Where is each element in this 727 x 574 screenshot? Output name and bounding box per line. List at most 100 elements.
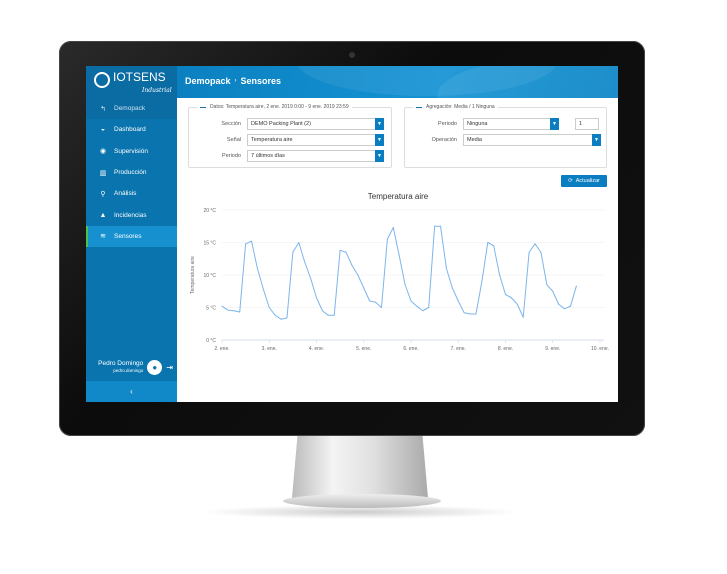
data-point	[528, 251, 530, 253]
breadcrumb-demopack[interactable]: Demopack	[185, 76, 231, 86]
chevron-down-icon[interactable]: ▼	[550, 118, 559, 130]
breadcrumb-sensores: Sensores	[240, 76, 282, 86]
chevron-down-icon[interactable]: ▼	[592, 134, 601, 146]
sidebar-item-label: Demopack	[114, 105, 146, 113]
data-point	[351, 264, 353, 266]
sidebar-item-dashboard[interactable]: ◒ Dashboard	[86, 119, 177, 140]
sidebar-item-label: Dashboard	[114, 126, 146, 134]
data-point	[280, 318, 282, 320]
seccion-select[interactable]: DEMO Packing Plant (2) ▼	[247, 118, 384, 130]
breadcrumb-separator: ›	[234, 78, 237, 84]
x-tick-label: 8. ene.	[498, 346, 513, 352]
chevron-down-icon[interactable]: ▼	[375, 134, 384, 146]
operacion-label: Operación	[431, 137, 457, 143]
sidebar-item-supervision[interactable]: ◉ Supervisión	[86, 141, 177, 162]
data-point	[558, 303, 560, 305]
sidebar-item-analisis[interactable]: ⚲ Análisis	[86, 183, 177, 204]
senal-label: Señal	[226, 137, 241, 143]
data-point	[469, 313, 471, 315]
periodo-value: 7 últimos días	[251, 153, 285, 159]
eye-icon: ◉	[99, 148, 107, 156]
sidebar-item-incidencias[interactable]: ▲ Incidencias	[86, 204, 177, 225]
app-screen: IOTSENS Industrial ↰ Demopack ◒ Dashboard ◉ S…	[86, 66, 618, 402]
data-point	[522, 316, 524, 318]
logo-text: IOTSENS	[113, 70, 166, 84]
chevron-down-icon[interactable]: ▼	[375, 150, 384, 162]
data-point	[505, 294, 506, 295]
data-point	[493, 245, 495, 247]
agg-periodo-select[interactable]: Ninguna ▼	[463, 118, 559, 130]
stand-shadow	[200, 505, 520, 519]
data-point	[227, 309, 229, 311]
data-point	[440, 225, 442, 227]
data-point	[375, 301, 377, 303]
data-point	[321, 310, 323, 312]
agg-count-value: 1	[579, 121, 583, 127]
data-point	[327, 314, 329, 316]
operacion-select[interactable]: Media ▼	[463, 134, 601, 146]
data-point	[481, 281, 483, 282]
sidebar-nav: ↰ Demopack ◒ Dashboard ◉ Supervisión ▥ Producci…	[86, 98, 177, 248]
sidebar-item-produccion[interactable]: ▥ Producción	[86, 162, 177, 183]
x-tick-label: 5. ene.	[356, 346, 371, 352]
data-point	[516, 303, 518, 305]
agg-periodo-value: Ninguna	[467, 121, 488, 127]
x-tick-label: 6. ene.	[403, 346, 418, 352]
refresh-button[interactable]: ⟳ Actualizar	[561, 175, 607, 187]
wifi-icon: ≋	[100, 233, 106, 241]
data-panel: Datos: Temperatura aire, 2 ene. 2019 0:0…	[188, 104, 392, 168]
agg-periodo-label: Periodo	[438, 121, 457, 127]
refresh-button-label: Actualizar	[575, 178, 600, 184]
data-point	[487, 242, 489, 243]
x-tick-label: 3. ene.	[262, 346, 277, 352]
periodo-select[interactable]: 7 últimos días ▼	[247, 150, 384, 162]
avatar[interactable]: ●	[147, 359, 163, 375]
y-tick-label: 10 °C	[203, 273, 216, 279]
data-point	[398, 255, 400, 256]
monitor-base	[283, 494, 441, 508]
data-point	[345, 251, 347, 253]
x-tick-label: 7. ene.	[451, 346, 466, 352]
data-point	[475, 313, 477, 315]
data-point	[457, 300, 459, 302]
sidebar-item-label: Supervisión	[114, 147, 148, 155]
data-point	[575, 285, 577, 287]
data-point	[404, 284, 406, 286]
data-point	[499, 274, 501, 276]
dashboard-gauge-icon: ◒	[100, 126, 106, 134]
data-point	[564, 308, 566, 310]
data-point	[428, 307, 430, 308]
aggregation-panel-legend[interactable]: Agregación: Media / 1 Ninguna	[413, 104, 498, 111]
data-point	[274, 314, 276, 316]
data-point	[434, 225, 436, 227]
data-point	[363, 287, 365, 289]
bar-chart-icon: ▥	[99, 169, 107, 177]
sidebar-item-sensores[interactable]: ≋ Sensores	[86, 225, 177, 248]
logo-subtitle: Industrial	[142, 87, 172, 94]
data-point	[239, 311, 241, 313]
data-point	[540, 251, 542, 253]
aggregation-panel: Agregación: Media / 1 Ninguna Periodo Ni…	[404, 104, 607, 168]
sidebar: IOTSENS Industrial ↰ Demopack ◒ Dashboard ◉ S…	[86, 66, 177, 402]
periodo-label: Periodo	[222, 153, 241, 159]
logout-icon[interactable]: ⇥	[166, 362, 173, 372]
chevron-down-icon[interactable]: ▼	[375, 118, 384, 130]
senal-select[interactable]: Temperatura aire ▼	[247, 134, 384, 146]
logo[interactable]: IOTSENS Industrial	[86, 66, 177, 98]
sidebar-item-demopack[interactable]: ↰ Demopack	[86, 98, 177, 120]
warning-icon: ▲	[99, 211, 107, 219]
data-point	[552, 290, 554, 292]
collapse-sidebar-button[interactable]: ‹	[86, 381, 177, 402]
collapse-minus-icon[interactable]	[416, 106, 422, 109]
data-point	[386, 238, 388, 240]
data-point	[221, 305, 223, 307]
y-axis-label: Temperatura aire	[190, 256, 196, 294]
agg-count-input[interactable]: 1	[575, 118, 599, 130]
data-panel-legend[interactable]: Datos: Temperatura aire, 2 ene. 2019 0:0…	[197, 104, 352, 111]
collapse-minus-icon[interactable]	[200, 106, 206, 109]
data-point	[445, 268, 447, 269]
y-tick-label: 15 °C	[203, 241, 216, 247]
data-point	[510, 297, 512, 299]
data-point	[369, 300, 371, 302]
data-point	[333, 314, 335, 316]
